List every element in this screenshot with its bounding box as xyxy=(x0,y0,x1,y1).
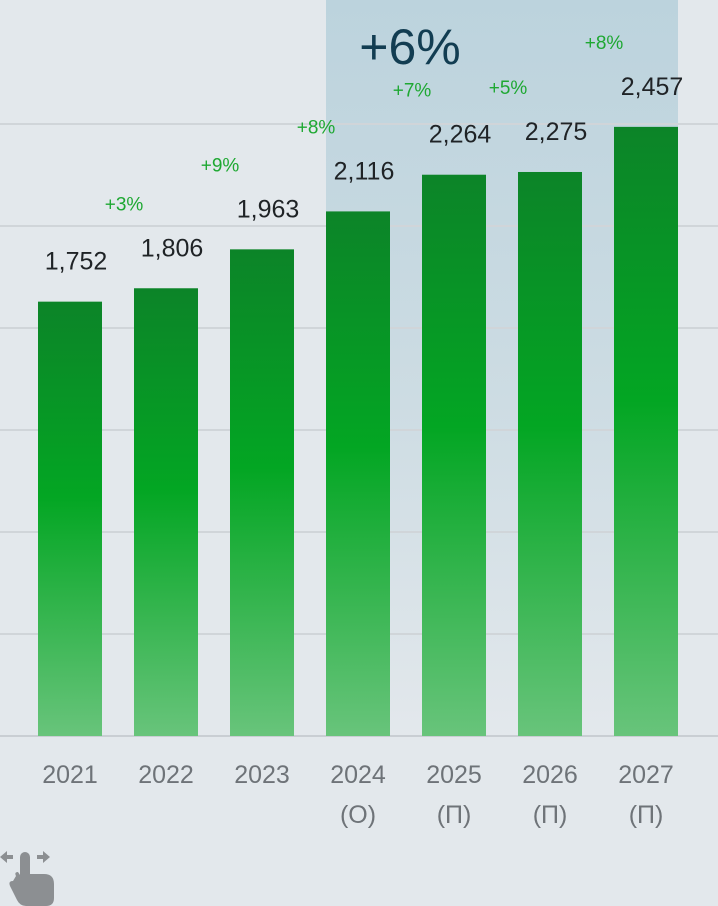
value-label-2027: 2,457 xyxy=(621,73,684,101)
value-label-2021: 1,752 xyxy=(45,248,108,276)
growth-label-2023: +9% xyxy=(201,155,240,176)
bar-2025 xyxy=(422,174,486,736)
value-label-2026: 2,275 xyxy=(525,118,588,146)
x-tick-sublabel-2026: (П) xyxy=(533,801,568,829)
growth-label-2022: +3% xyxy=(105,194,144,215)
value-label-2024: 2,116 xyxy=(334,157,395,185)
bar-2021 xyxy=(38,301,102,736)
x-tick-label-2021: 2021 xyxy=(42,761,98,789)
swipe-horizontal-hand-icon xyxy=(0,851,54,906)
bar-2024 xyxy=(326,211,390,737)
x-tick-label-2027: 2027 xyxy=(618,761,674,789)
growth-label-2026: +5% xyxy=(489,78,528,99)
value-label-2023: 1,963 xyxy=(237,195,300,223)
bar-2027 xyxy=(614,126,678,736)
x-tick-label-2026: 2026 xyxy=(522,761,578,789)
bar-2022 xyxy=(134,288,198,736)
value-label-2025: 2,264 xyxy=(429,121,492,149)
forecast-growth-label: +6% xyxy=(359,19,460,75)
growth-label-2027: +8% xyxy=(585,33,624,54)
growth-label-2024: +8% xyxy=(297,117,336,138)
x-tick-label-2023: 2023 xyxy=(234,761,290,789)
bar-2023 xyxy=(230,249,294,736)
growth-label-2025: +7% xyxy=(393,81,432,102)
x-tick-sublabel-2024: (О) xyxy=(340,801,376,829)
x-tick-sublabel-2027: (П) xyxy=(629,801,664,829)
value-label-2022: 1,806 xyxy=(141,234,204,262)
x-tick-label-2022: 2022 xyxy=(138,761,194,789)
x-tick-label-2025: 2025 xyxy=(426,761,482,789)
bar-2026 xyxy=(518,171,582,737)
x-tick-label-2024: 2024 xyxy=(330,761,386,789)
x-tick-sublabel-2025: (П) xyxy=(437,801,472,829)
